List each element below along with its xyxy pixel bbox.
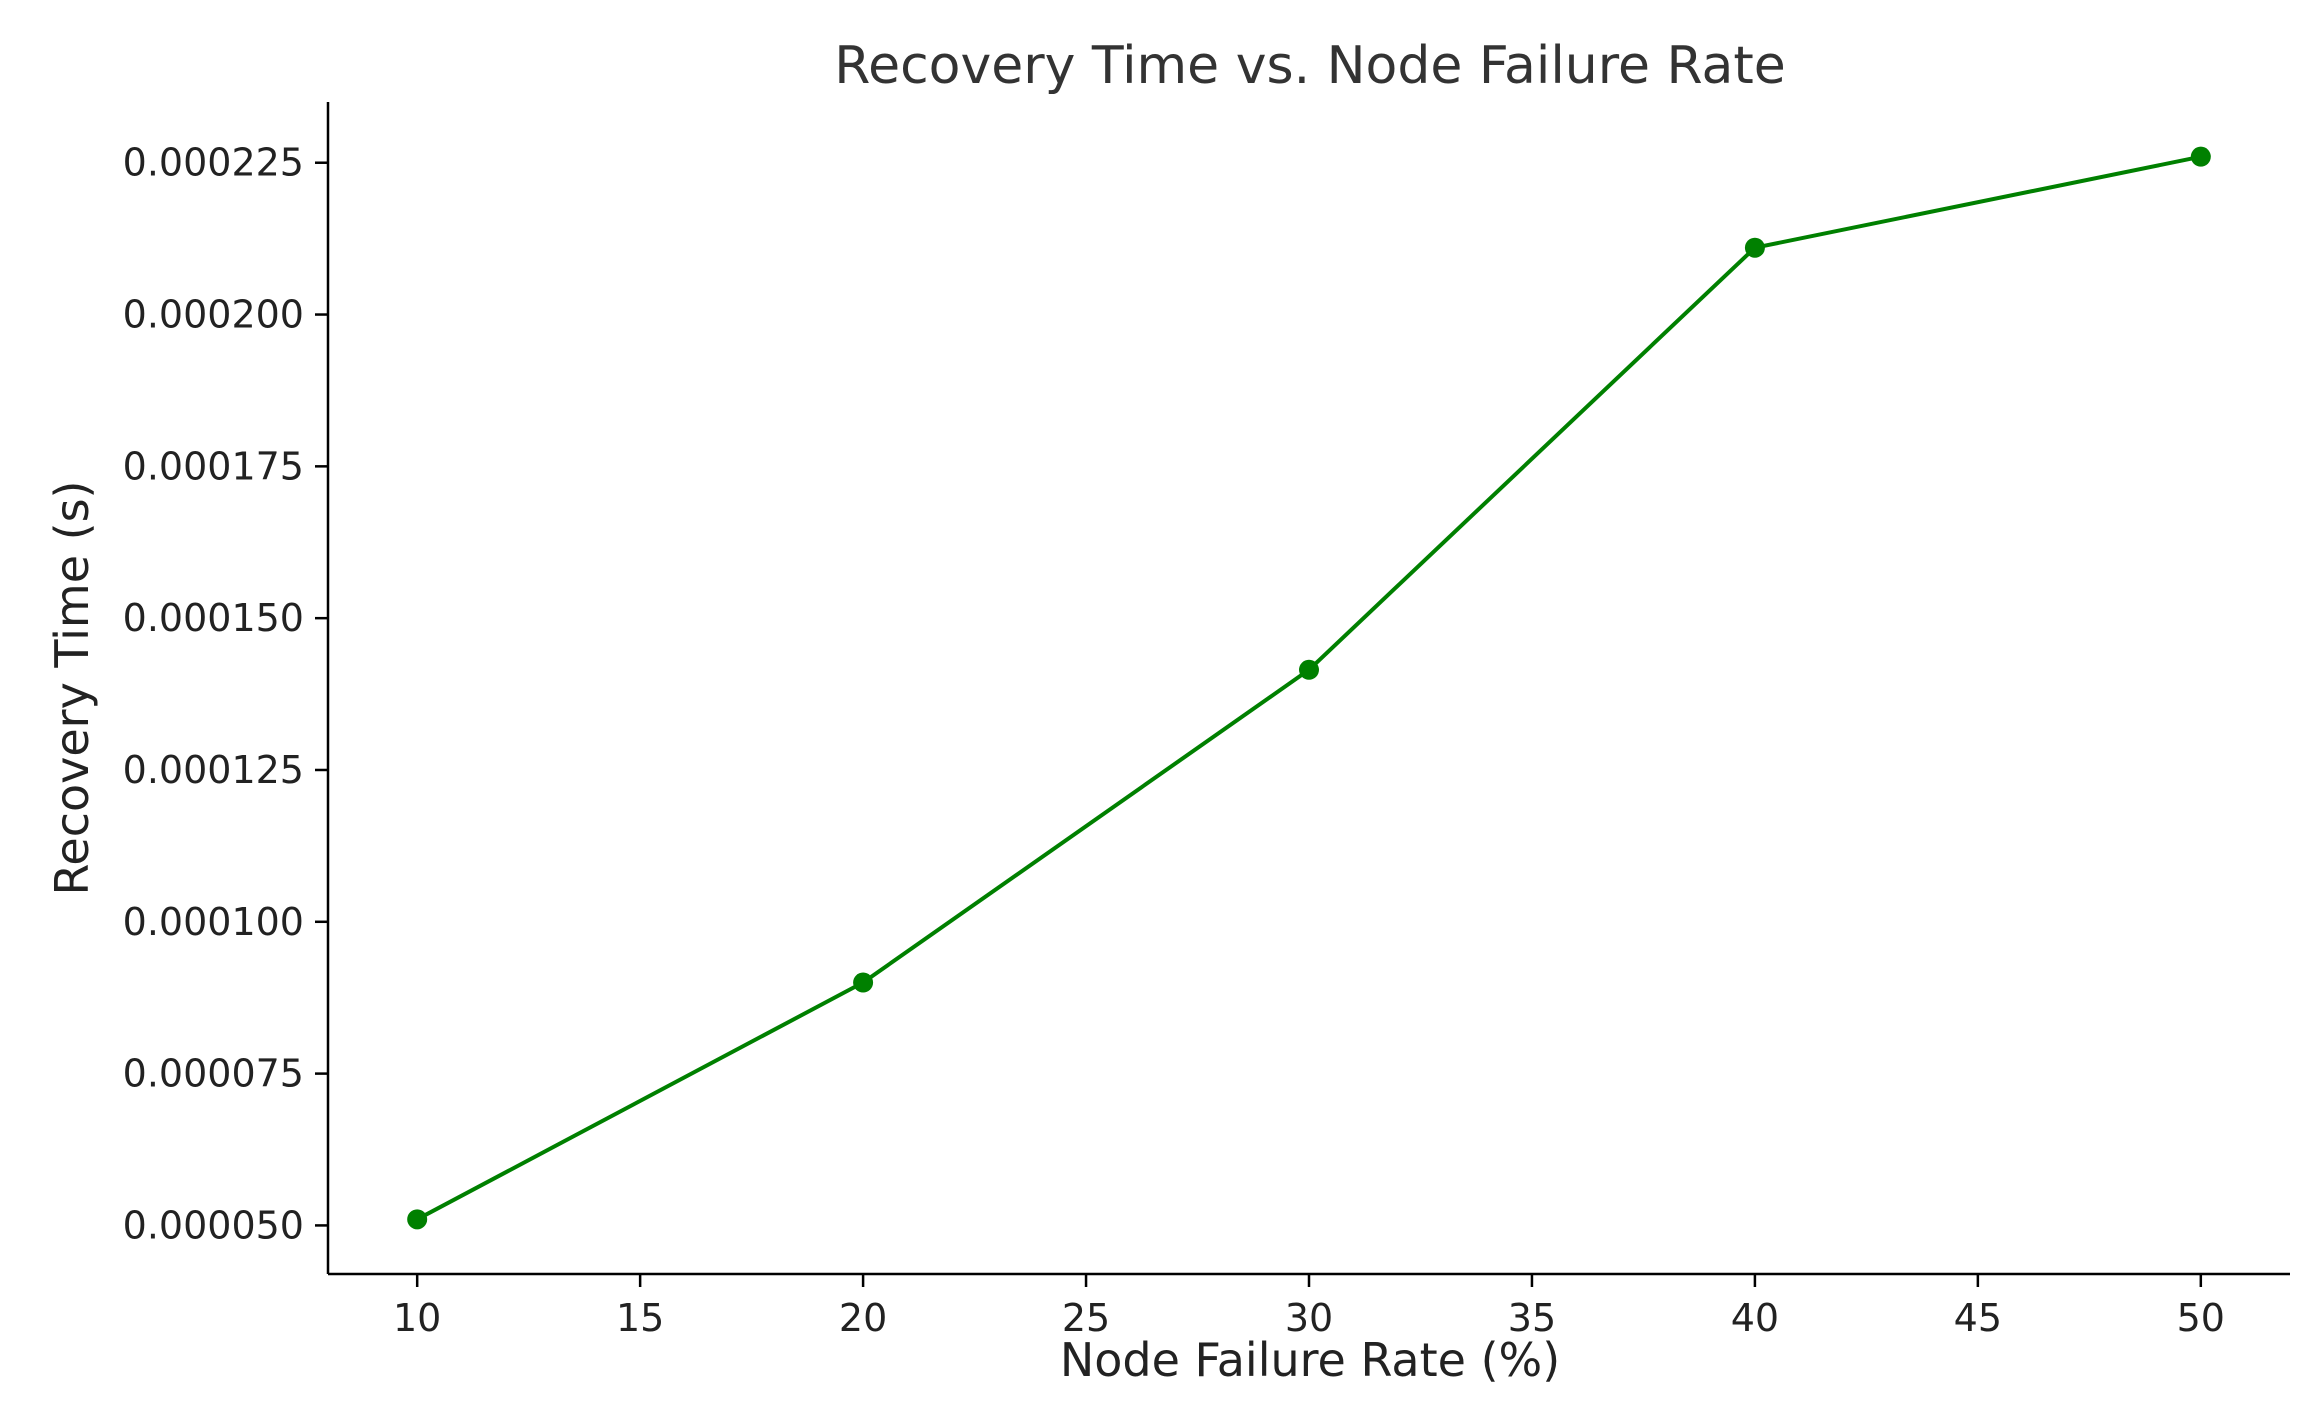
x-axis-label: Node Failure Rate (%)	[1060, 1333, 1560, 1387]
x-tick-label: 50	[2177, 1296, 2225, 1340]
data-point	[2190, 146, 2211, 167]
y-tick-label: 0.000150	[123, 596, 304, 640]
x-tick-label: 10	[393, 1296, 441, 1340]
series-line	[415, 154, 2203, 1222]
y-tick-label: 0.000050	[123, 1203, 304, 1247]
data-point	[853, 972, 874, 993]
y-tick-label: 0.000225	[123, 141, 304, 185]
x-tick-label: 35	[1508, 1296, 1556, 1340]
data-point	[1299, 659, 1319, 680]
y-tick-label: 0.000200	[123, 293, 304, 337]
y-tick-label: 0.000125	[123, 748, 304, 792]
data-point	[407, 1209, 428, 1230]
y-tick-label: 0.000075	[123, 1052, 304, 1096]
series	[407, 146, 2211, 1230]
x-axis-ticks: 10 15 20 25 30 35 40 45 50	[393, 1274, 2225, 1340]
y-tick-label: 0.000100	[123, 900, 304, 944]
x-tick-label: 20	[839, 1296, 887, 1340]
chart-title: Recovery Time vs. Node Failure Rate	[834, 36, 1785, 96]
x-tick-label: 15	[616, 1296, 664, 1340]
y-tick-label: 0.000175	[123, 444, 304, 488]
y-axis-label: Recovery Time (s)	[45, 481, 99, 896]
axes	[326, 102, 2290, 1276]
x-tick-label: 30	[1285, 1296, 1333, 1340]
data-point	[1744, 237, 1765, 258]
x-tick-label: 45	[1954, 1296, 2002, 1340]
x-tick-label: 25	[1062, 1296, 1110, 1340]
x-tick-label: 40	[1731, 1296, 1779, 1340]
y-axis-ticks: 0.000050 0.000075 0.000100 0.000125 0.000150…	[123, 141, 328, 1247]
